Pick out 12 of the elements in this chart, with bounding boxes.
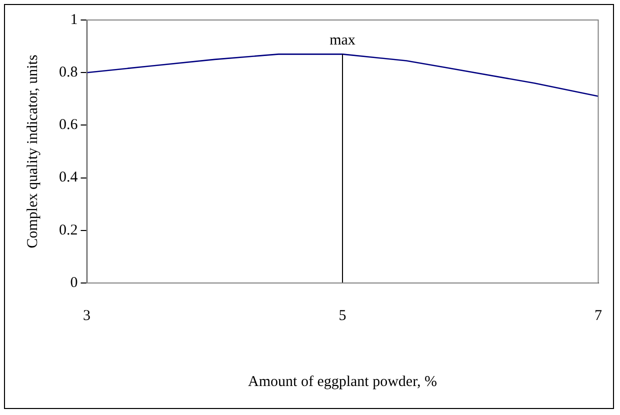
y-tick-label: 0.2 xyxy=(59,222,78,238)
x-tick-label: 5 xyxy=(338,308,346,324)
x-tick-label: 3 xyxy=(83,308,90,324)
y-tick-label: 0 xyxy=(70,274,78,291)
y-tick-label: 0.8 xyxy=(59,64,78,81)
y-tick-label: 1 xyxy=(70,12,78,28)
y-tick-label: 0.6 xyxy=(59,117,78,134)
y-axis-title: Complex quality indicator, units xyxy=(24,54,41,248)
y-tick-label: 0.4 xyxy=(59,170,78,186)
x-tick-label: 7 xyxy=(594,308,602,324)
x-axis-title: Amount of eggplant powder, % xyxy=(248,374,437,390)
ref-line-label: max xyxy=(330,32,356,49)
